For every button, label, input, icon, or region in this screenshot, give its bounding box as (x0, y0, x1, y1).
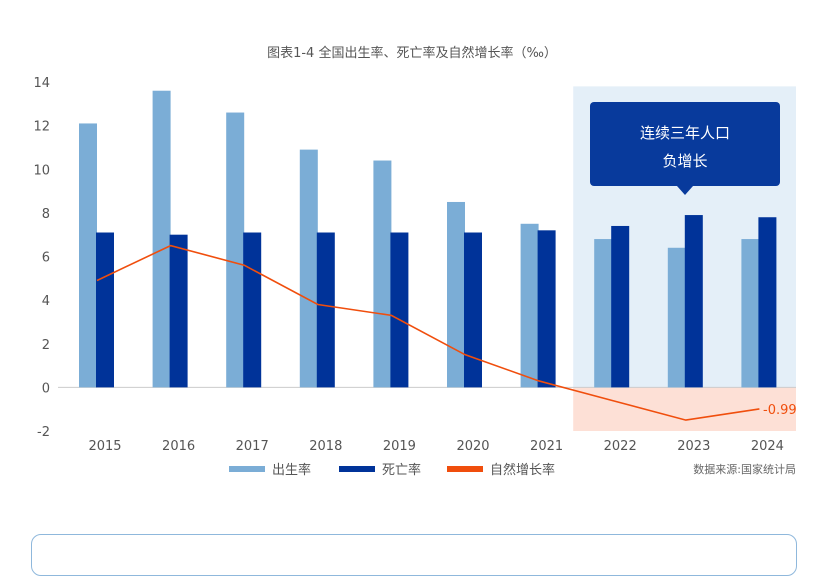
bar-birth-2017 (226, 113, 244, 388)
y-tick-label: -2 (37, 425, 50, 440)
bar-birth-2020 (447, 202, 465, 387)
bar-birth-2021 (521, 224, 539, 388)
legend-label: 死亡率 (382, 462, 421, 478)
y-tick-label: 10 (33, 163, 50, 178)
bar-death-2016 (170, 235, 188, 388)
bar-birth-2015 (79, 123, 97, 387)
callout-box (590, 102, 780, 186)
y-tick-label: 4 (42, 294, 50, 309)
x-tick-label: 2018 (309, 439, 342, 454)
callout-line-2: 负增长 (662, 152, 707, 170)
bar-birth-2022 (594, 239, 612, 387)
y-tick-label: 0 (42, 381, 50, 396)
x-tick-label: 2020 (456, 439, 489, 454)
bar-death-2018 (317, 233, 335, 388)
y-tick-label: 8 (42, 207, 50, 222)
bar-birth-2024 (741, 239, 759, 387)
x-tick-label: 2021 (530, 439, 563, 454)
legend-swatch-出生率 (229, 466, 265, 472)
bar-death-2020 (464, 233, 482, 388)
y-tick-label: 6 (42, 251, 50, 266)
x-tick-label: 2017 (236, 439, 269, 454)
x-tick-label: 2015 (88, 439, 121, 454)
growth-data-label: -0.99 (763, 403, 797, 418)
bar-death-2023 (685, 215, 703, 387)
bar-birth-2019 (373, 161, 391, 388)
chart-title: 图表1-4 全国出生率、死亡率及自然增长率（‰） (267, 45, 557, 61)
callout-line-1: 连续三年人口 (640, 124, 730, 142)
legend-swatch-死亡率 (339, 466, 375, 472)
bar-birth-2016 (153, 91, 171, 388)
legend-label: 出生率 (272, 462, 311, 478)
bar-death-2024 (758, 217, 776, 387)
bar-death-2015 (96, 233, 114, 388)
y-tick-label: 2 (42, 338, 50, 353)
bar-death-2017 (243, 233, 261, 388)
x-tick-label: 2023 (677, 439, 710, 454)
legend-label: 自然增长率 (490, 462, 555, 478)
source-text: 数据来源:国家统计局 (693, 462, 796, 476)
chart: 图表1-4 全国出生率、死亡率及自然增长率（‰） -2 0 2 4 6 8 10 12 14 20… (0, 0, 819, 554)
content-box (31, 534, 797, 576)
x-tick-label: 2016 (162, 439, 195, 454)
bar-death-2022 (611, 226, 629, 387)
bar-birth-2018 (300, 150, 318, 388)
bar-death-2019 (390, 233, 408, 388)
bar-birth-2023 (668, 248, 686, 388)
x-tick-label: 2019 (383, 439, 416, 454)
bar-death-2021 (538, 230, 556, 387)
y-tick-label: 12 (33, 120, 50, 135)
legend-swatch-自然增长率 (447, 466, 483, 472)
y-tick-label: 14 (33, 76, 50, 91)
x-tick-label: 2022 (604, 439, 637, 454)
x-tick-label: 2024 (751, 439, 784, 454)
